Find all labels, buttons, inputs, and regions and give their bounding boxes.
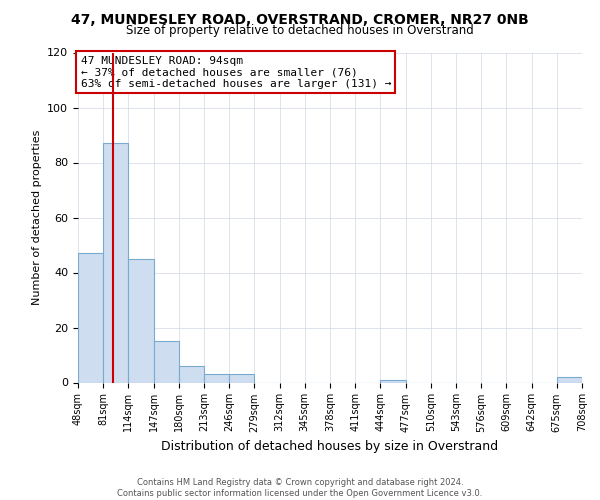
Y-axis label: Number of detached properties: Number of detached properties xyxy=(32,130,41,305)
Text: 47, MUNDESLEY ROAD, OVERSTRAND, CROMER, NR27 0NB: 47, MUNDESLEY ROAD, OVERSTRAND, CROMER, … xyxy=(71,12,529,26)
Bar xyxy=(103,143,128,382)
Bar xyxy=(380,380,406,382)
Text: Size of property relative to detached houses in Overstrand: Size of property relative to detached ho… xyxy=(126,24,474,37)
Bar xyxy=(204,374,229,382)
X-axis label: Distribution of detached houses by size in Overstrand: Distribution of detached houses by size … xyxy=(161,440,499,453)
Bar xyxy=(78,253,103,382)
Text: Contains HM Land Registry data © Crown copyright and database right 2024.
Contai: Contains HM Land Registry data © Crown c… xyxy=(118,478,482,498)
Bar xyxy=(557,377,582,382)
Bar xyxy=(128,259,154,382)
Text: 47 MUNDESLEY ROAD: 94sqm
← 37% of detached houses are smaller (76)
63% of semi-d: 47 MUNDESLEY ROAD: 94sqm ← 37% of detach… xyxy=(80,56,391,89)
Bar xyxy=(229,374,254,382)
Bar xyxy=(154,341,179,382)
Bar xyxy=(179,366,204,382)
